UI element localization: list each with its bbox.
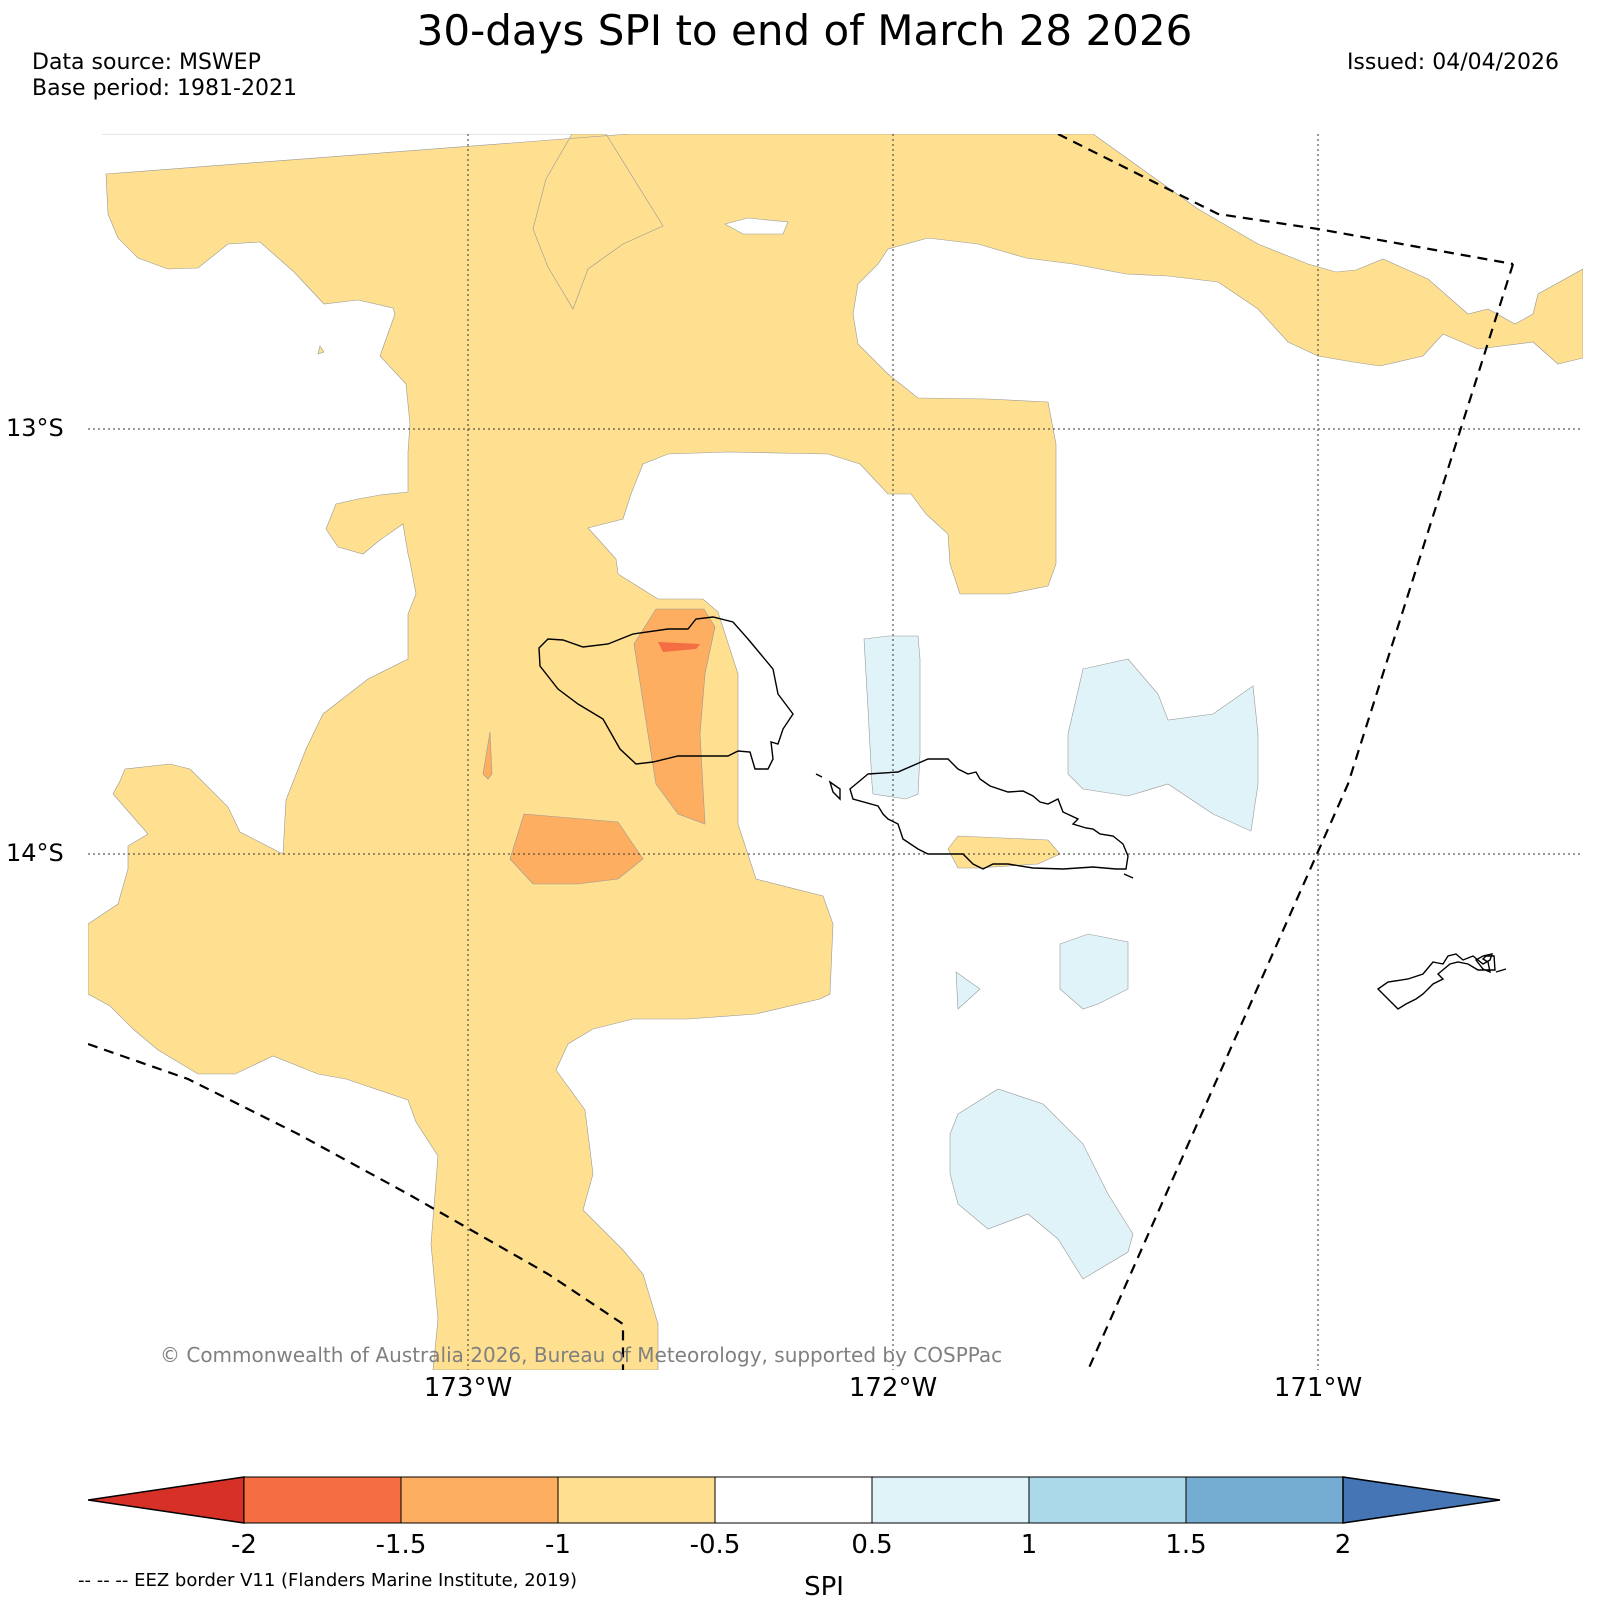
coastline-tutuila xyxy=(1376,953,1496,1010)
eez-border-east xyxy=(1086,263,1515,1370)
colorbar-bin-3 xyxy=(557,1476,716,1524)
colorbar-tick: -1 xyxy=(545,1530,571,1560)
colorbar-bin-7 xyxy=(1185,1476,1344,1524)
eez-border-note: -- -- -- EEZ border V11 (Flanders Marine… xyxy=(78,1570,578,1591)
coastline-apolima xyxy=(815,773,823,778)
data-source-text: Data source: MSWEP xyxy=(32,50,261,75)
lon-label-171w: 171°W xyxy=(1273,1373,1363,1403)
spi-region-wet-4 xyxy=(955,971,981,1010)
spi-region-dry-main xyxy=(88,134,1583,1370)
colorbar-extend-high xyxy=(1342,1476,1501,1524)
spi-region-moderate-dry-south xyxy=(509,813,644,885)
spi-hole-north-white xyxy=(724,217,789,235)
spi-dry-patch-ne xyxy=(947,835,1061,869)
colorbar-tick: 1.5 xyxy=(1165,1530,1207,1560)
colorbar-tick: -1.5 xyxy=(375,1530,427,1560)
colorbar-label: SPI xyxy=(804,1572,844,1602)
coastline-aunuu xyxy=(1495,968,1507,973)
issued-date: Issued: 04/04/2026 xyxy=(1346,50,1559,75)
colorbar-tick: 2 xyxy=(1334,1530,1352,1560)
spi-region-wet-1 xyxy=(863,635,921,800)
colorbar-extend-low xyxy=(88,1476,245,1524)
colorbar-bin-2 xyxy=(400,1476,559,1524)
coastline-manono xyxy=(828,780,841,801)
spi-region-severe-dry xyxy=(658,642,700,652)
spi-map xyxy=(88,134,1583,1370)
eez-border-southwest xyxy=(88,1042,625,1370)
lat-label-13s: 13°S xyxy=(6,414,64,442)
copyright-watermark: © Commonwealth of Australia 2026, Bureau… xyxy=(160,1343,1003,1367)
spi-colorbar xyxy=(88,1476,1501,1524)
spi-region-wet-3 xyxy=(1059,933,1129,1010)
colorbar-bin-6 xyxy=(1028,1476,1187,1524)
base-period-text: Base period: 1981-2021 xyxy=(32,76,297,101)
eez-borders xyxy=(88,134,1515,1370)
spi-region-moderate-dry-sliver xyxy=(482,731,493,780)
spi-region-moderate-dry-north xyxy=(633,608,716,825)
map-title: 30-days SPI to end of March 28 2026 xyxy=(416,6,1193,55)
coastlines xyxy=(538,616,1507,1010)
spi-region-wet-5 xyxy=(949,1088,1134,1280)
gridlines xyxy=(88,134,1583,1370)
eez-border-north xyxy=(1057,134,1514,266)
lon-label-172w: 172°W xyxy=(848,1373,938,1403)
spi-dry-sliver xyxy=(317,345,325,355)
colorbar-tick: 1 xyxy=(1020,1530,1038,1560)
lon-label-173w: 173°W xyxy=(423,1373,513,1403)
colorbar-bin-1 xyxy=(243,1476,402,1524)
colorbar-bin-5 xyxy=(871,1476,1030,1524)
colorbar-tick: -2 xyxy=(231,1530,257,1560)
spi-region-wet-2 xyxy=(1067,658,1259,832)
lat-label-14s: 14°S xyxy=(6,839,64,867)
data-source-block: Data source: MSWEP Base period: 1981-202… xyxy=(32,50,297,102)
colorbar-tick: 0.5 xyxy=(851,1530,893,1560)
colorbar-bin-4 xyxy=(714,1476,873,1524)
coastline-savaii xyxy=(538,616,794,770)
coastline-east-upolu xyxy=(1123,873,1134,879)
colorbar-tick: -0.5 xyxy=(689,1530,741,1560)
coastline-upolu xyxy=(849,758,1129,870)
